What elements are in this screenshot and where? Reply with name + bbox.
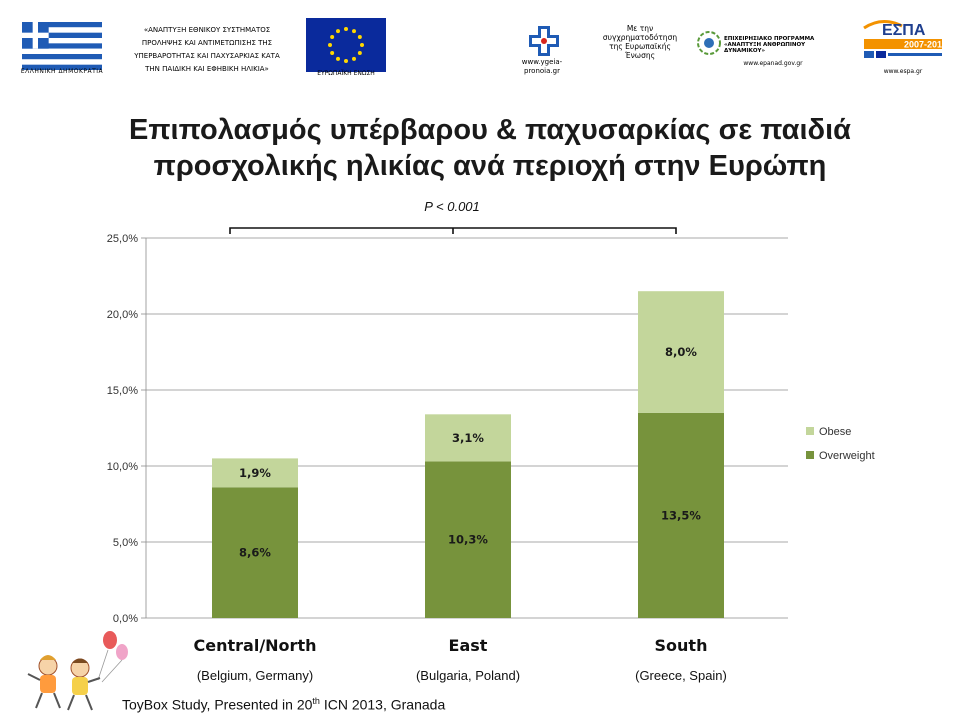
y-tick-label: 25,0%: [107, 233, 138, 245]
legend-swatch: [806, 451, 814, 459]
greek-flag-logo: [22, 22, 102, 70]
children-illustration: [27, 631, 128, 711]
data-label: 8,0%: [665, 345, 697, 359]
eu-star: [328, 43, 332, 47]
eu-star: [330, 51, 335, 55]
footer-text-end: ICN 2013, Granada: [319, 696, 446, 713]
flag-stripe: [22, 59, 102, 65]
flag-stripe: [22, 64, 102, 70]
eu-star: [330, 35, 335, 39]
ministry-site-link[interactable]: www.ygeia-pronoia.gr: [521, 58, 563, 75]
y-tick-label: 15,0%: [107, 385, 138, 397]
flag-stripe: [22, 38, 102, 44]
legend-label: Overweight: [819, 450, 875, 462]
eu-star: [344, 59, 348, 63]
flag-stripe: [22, 43, 102, 49]
cofund-line: της Ευρωπαϊκής: [609, 42, 671, 51]
data-label: 8,6%: [239, 546, 271, 560]
x-category-subtitle: (Belgium, Germany): [197, 668, 313, 683]
legend-swatch: [806, 427, 814, 435]
bar-obese: [212, 458, 298, 488]
org-line: ΥΠΕΡΒΑΡΟΤΗΤΑΣ ΚΑΙ ΠΑΧΥΣΑΡΚΙΑΣ ΚΑΤΑ: [134, 52, 280, 60]
org-line: ΤΗΝ ΠΑΙΔΙΚΗ ΚΑΙ ΕΦΗΒΙΚΗ ΗΛΙΚΙΑ»: [145, 65, 269, 73]
y-tick-label: 10,0%: [107, 461, 138, 473]
x-category-subtitle: (Greece, Spain): [635, 668, 727, 683]
eu-star: [357, 35, 362, 39]
p-value-label: P < 0.001: [424, 199, 480, 214]
eu-star: [336, 56, 340, 61]
footer-sup: th: [312, 696, 320, 706]
eu-star: [344, 27, 348, 31]
eu-star: [352, 56, 356, 61]
bar-overweight: [212, 487, 298, 618]
bar-obese: [638, 291, 724, 413]
espa-site-link[interactable]: www.espa.gr: [883, 68, 923, 75]
y-tick-label: 0,0%: [113, 613, 138, 625]
data-label: 13,5%: [661, 508, 701, 522]
flag-stripe: [22, 54, 102, 60]
operational-programme-logo: [697, 31, 721, 55]
cofund-line: συγχρηματοδότηση: [602, 33, 678, 42]
espa-title: ΕΣΠΑ: [882, 22, 926, 39]
flag-stripe: [22, 27, 102, 33]
org-line: ΠΡΟΛΗΨΗΣ ΚΑΙ ΑΝΤΙΜΕΤΩΠΙΣΗΣ ΤΗΣ: [141, 39, 273, 47]
eu-star: [360, 43, 364, 47]
org-line: «ΑΝΑΠΤΥΞΗ ΕΘΝΙΚΟΥ ΣΥΣΤΗΜΑΤΟΣ: [143, 26, 271, 34]
cofund-line: Ένωσης: [625, 51, 655, 60]
y-tick-label: 5,0%: [113, 537, 138, 549]
source-footer: ToyBox Study, Presented in 20th ICN 2013…: [122, 696, 445, 713]
y-tick-label: 20,0%: [107, 309, 138, 321]
eu-star: [357, 51, 362, 55]
bar-overweight: [638, 412, 724, 618]
op-site-link[interactable]: www.epanad.gov.gr: [743, 60, 803, 67]
data-label: 10,3%: [448, 533, 488, 547]
title-line: προσχολικής ηλικίας ανά περιοχή στην Ευρ…: [153, 150, 827, 182]
slide-title: Επιπολασμός υπέρβαρου & παχυσαρκίας σε π…: [60, 112, 920, 184]
eu-flag-logo: [306, 18, 386, 72]
cofunding-text: Με την συγχρηματοδότηση της Ευρωπαϊκής Έ…: [590, 24, 690, 60]
x-category-subtitle: (Bulgaria, Poland): [416, 668, 520, 683]
title-line: Επιπολασμός υπέρβαρου & παχυσαρκίας σε π…: [129, 114, 851, 146]
legend-label: Obese: [819, 426, 851, 438]
x-category-label: East: [449, 636, 488, 655]
ministry-cross-logo: [529, 26, 559, 56]
eu-star: [336, 29, 340, 34]
flag-caption: ΕΛΛΗΝΙΚΗ ΔΗΜΟΚΡΑΤΙΑ: [20, 68, 104, 75]
significance-bracket: [229, 227, 677, 234]
footer-text: ToyBox Study, Presented in 20: [122, 696, 313, 713]
organization-text: «ΑΝΑΠΤΥΞΗ ΕΘΝΙΚΟΥ ΣΥΣΤΗΜΑΤΟΣ ΠΡΟΛΗΨΗΣ ΚΑ…: [112, 24, 302, 76]
data-label: 1,9%: [239, 466, 271, 480]
espa-logo: ΕΣΠΑ 2007-2013: [863, 20, 944, 58]
data-label: 3,1%: [452, 431, 484, 445]
bar-overweight: [425, 461, 511, 618]
flag-stripe: [22, 32, 102, 38]
cofund-line: Με την: [626, 24, 654, 33]
eu-star: [352, 29, 356, 34]
eu-caption: ΕΥΡΩΠΑΪΚΗ ΕΝΩΣΗ: [317, 70, 375, 77]
x-category-label: Central/North: [194, 636, 317, 655]
espa-years: 2007-2013: [904, 40, 944, 50]
flag-stripe: [22, 48, 102, 54]
operational-programme-text: ΕΠΙΧΕΙΡΗΣΙΑΚΟ ΠΡΟΓΡΑΜΜΑ «ΑΝΑΠΤΥΞΗ ΑΝΘΡΩΠ…: [724, 36, 815, 54]
bar-obese: [425, 414, 511, 462]
x-category-label: South: [655, 636, 708, 655]
flag-stripe: [22, 22, 102, 28]
